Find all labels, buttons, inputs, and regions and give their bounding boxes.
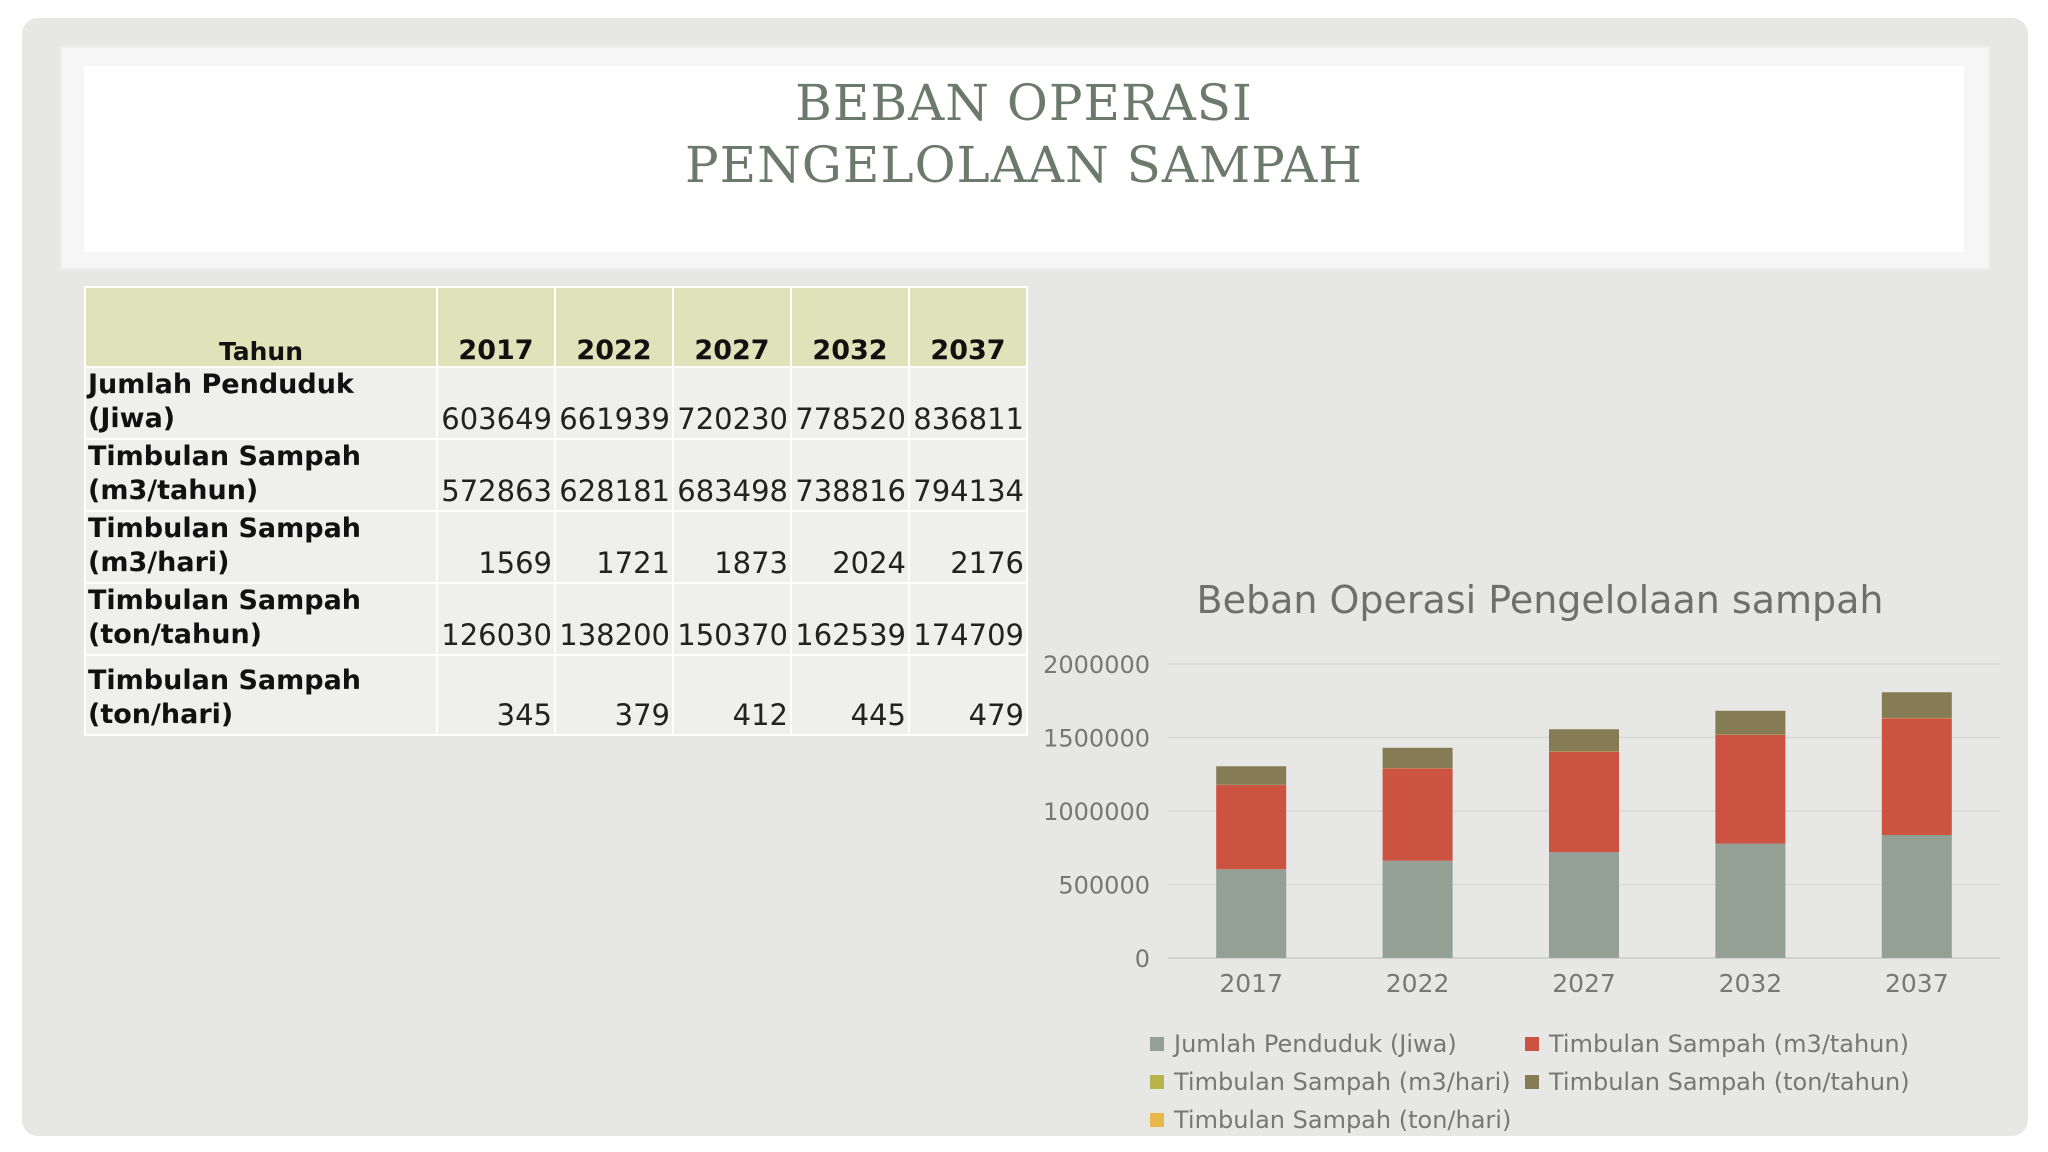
row-label: Timbulan Sampah (ton/hari) [84, 654, 438, 736]
table-cell: 2176 [908, 510, 1028, 584]
table-row: Timbulan Sampah (ton/hari) 345 379 412 4… [84, 654, 1028, 736]
table-header-cell: 2027 [672, 286, 792, 368]
slide-title-line-2: PENGELOLAAN SAMPAH [685, 136, 1363, 194]
legend-item: Jumlah Penduduk (Jiwa) [1150, 1030, 1525, 1058]
table-cell: 126030 [436, 582, 556, 656]
legend-item: Timbulan Sampah (ton/tahun) [1525, 1068, 1910, 1096]
legend-label: Timbulan Sampah (m3/tahun) [1549, 1030, 1909, 1058]
legend-item: Timbulan Sampah (m3/hari) [1150, 1068, 1525, 1096]
table-header-cell: 2017 [436, 286, 556, 368]
row-label: Jumlah Penduduk (Jiwa) [84, 366, 438, 440]
table-cell: 138200 [554, 582, 674, 656]
table-cell: 445 [790, 654, 910, 736]
table-cell: 2024 [790, 510, 910, 584]
table-cell: 720230 [672, 366, 792, 440]
table-cell: 1873 [672, 510, 792, 584]
table-cell: 628181 [554, 438, 674, 512]
table-header-row: Tahun 2017 2022 2027 2032 2037 [84, 286, 1028, 368]
legend-label: Timbulan Sampah (ton/hari) [1174, 1106, 1512, 1134]
slide-title-line-1: BEBAN OPERASI [795, 74, 1253, 132]
table-header-cell: 2032 [790, 286, 910, 368]
table-row: Timbulan Sampah (m3/tahun) 572863 628181… [84, 438, 1028, 512]
table-cell: 661939 [554, 366, 674, 440]
table-row: Timbulan Sampah (ton/tahun) 126030 13820… [84, 582, 1028, 656]
row-label: Timbulan Sampah (m3/tahun) [84, 438, 438, 512]
chart-legend: Jumlah Penduduk (Jiwa) Timbulan Sampah (m… [1150, 1030, 1910, 1134]
table-header-cell: Tahun [84, 286, 438, 368]
legend-swatch [1150, 1113, 1164, 1127]
row-label: Timbulan Sampah (m3/hari) [84, 510, 438, 584]
table-cell: 572863 [436, 438, 556, 512]
legend-label: Timbulan Sampah (ton/tahun) [1549, 1068, 1910, 1096]
table-header-cell: 2037 [908, 286, 1028, 368]
data-table: Tahun 2017 2022 2027 2032 2037 Jumlah Pe… [84, 286, 1028, 736]
table-cell: 836811 [908, 366, 1028, 440]
row-label: Timbulan Sampah (ton/tahun) [84, 582, 438, 656]
table-cell: 683498 [672, 438, 792, 512]
legend-swatch [1150, 1075, 1164, 1089]
table-cell: 412 [672, 654, 792, 736]
legend-swatch [1525, 1037, 1539, 1051]
table-cell: 1569 [436, 510, 556, 584]
table-cell: 479 [908, 654, 1028, 736]
legend-swatch [1150, 1037, 1164, 1051]
legend-item: Timbulan Sampah (m3/tahun) [1525, 1030, 1909, 1058]
table-cell: 778520 [790, 366, 910, 440]
table-row: Timbulan Sampah (m3/hari) 1569 1721 1873… [84, 510, 1028, 584]
table-cell: 379 [554, 654, 674, 736]
table-cell: 1721 [554, 510, 674, 584]
legend-swatch [1525, 1075, 1539, 1089]
chart-title: Beban Operasi Pengelolaan sampah [1196, 578, 1884, 622]
table-cell: 794134 [908, 438, 1028, 512]
table-cell: 738816 [790, 438, 910, 512]
table-cell: 603649 [436, 366, 556, 440]
table-row: Jumlah Penduduk (Jiwa) 603649 661939 720… [84, 366, 1028, 440]
legend-label: Jumlah Penduduk (Jiwa) [1174, 1030, 1457, 1058]
table-header-cell: 2022 [554, 286, 674, 368]
table-cell: 345 [436, 654, 556, 736]
table-cell: 162539 [790, 582, 910, 656]
legend-item: Timbulan Sampah (ton/hari) [1150, 1106, 1525, 1134]
slide-title: BEBAN OPERASI PENGELOLAAN SAMPAH [84, 66, 1964, 252]
table-cell: 174709 [908, 582, 1028, 656]
legend-label: Timbulan Sampah (m3/hari) [1174, 1068, 1511, 1096]
table-cell: 150370 [672, 582, 792, 656]
